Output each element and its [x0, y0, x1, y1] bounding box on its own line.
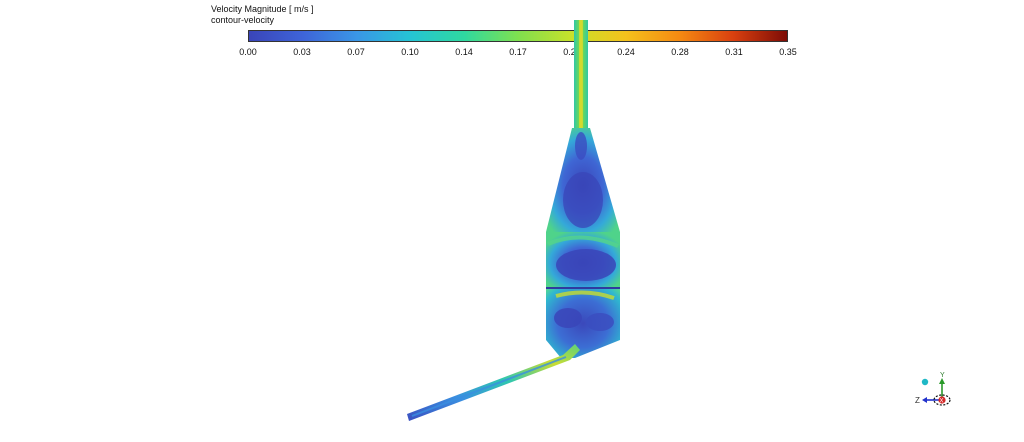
colorbar-tick-label: 0.21 [563, 47, 581, 57]
y-axis-label: Y [940, 372, 945, 379]
legend-title: Velocity Magnitude [ m/s ] [211, 4, 314, 14]
lower-chamber [546, 289, 620, 358]
y-axis-arrow-icon [939, 378, 945, 384]
chamber-divider [546, 287, 620, 289]
colorbar-ticks: 0.00 0.03 0.07 0.10 0.14 0.17 0.21 0.24 0.28 0.31… [239, 47, 797, 59]
colorbar-tick-label: 0.24 [617, 47, 635, 57]
colorbar-tick-label: 0.07 [347, 47, 365, 57]
colorbar-tick-label: 0.03 [293, 47, 311, 57]
colorbar-tick-label: 0.35 [779, 47, 797, 57]
orientation-triad[interactable]: Y Z X [915, 370, 959, 420]
inlet-pipe-core [411, 356, 567, 417]
colorbar-tick-label: 0.28 [671, 47, 689, 57]
colorbar-tick-label: 0.17 [509, 47, 527, 57]
x-axis-label: X [940, 399, 944, 405]
lower-band [555, 290, 615, 300]
lower-vortex-left [554, 308, 582, 328]
x-axis-marker-icon [938, 396, 946, 404]
triad-sphere-icon [921, 378, 929, 386]
cone-jet [575, 132, 587, 160]
z-axis-arrow-icon [922, 397, 927, 403]
cone-vortex [563, 172, 603, 228]
upper-vortex [556, 249, 616, 281]
colorbar-tick-label: 0.00 [239, 47, 257, 57]
colorbar-tick-label: 0.10 [401, 47, 419, 57]
colorbar [248, 30, 788, 42]
inlet-pipe [407, 344, 580, 421]
colorbar-tick-label: 0.31 [725, 47, 743, 57]
outlet-pipe-core [579, 20, 583, 128]
colorbar-tick-label: 0.14 [455, 47, 473, 57]
legend-subtitle: contour-velocity [211, 15, 275, 25]
x-axis-ring-icon [933, 394, 951, 406]
z-axis-label: Z [915, 396, 920, 405]
upper-band [547, 235, 619, 248]
lower-vortex-right [586, 313, 614, 331]
